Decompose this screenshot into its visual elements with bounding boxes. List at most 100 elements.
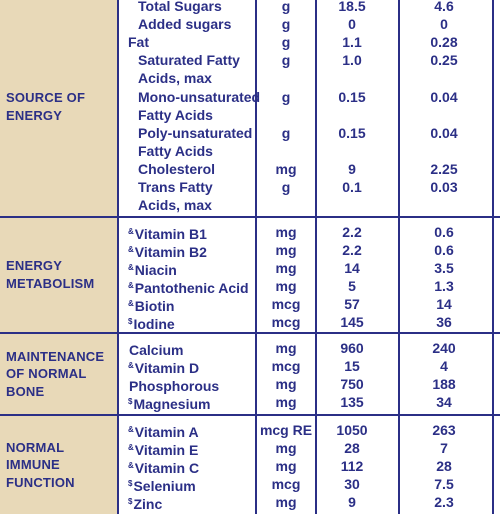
section-normal-immune-function: NORMAL IMMUNE FUNCTION &Vitamin A mcg RE… — [0, 414, 500, 514]
nutrient-name-text: Vitamin C — [134, 460, 200, 476]
value-per-100g: 18.5 — [338, 0, 366, 14]
value-per-serving: 263 — [432, 422, 456, 438]
value-per-100g: 750 — [340, 376, 364, 392]
category-label: NORMAL IMMUNE FUNCTION — [0, 416, 119, 514]
section-energy-metabolism: ENERGY METABOLISM &Vitamin B1 mg 2.2 0.6… — [0, 216, 500, 332]
value-per-serving: 1.3 — [434, 278, 454, 294]
category-line: ENERGY — [6, 258, 63, 274]
value-per-100g: 2.2 — [342, 242, 362, 258]
value-per-serving: 2.3 — [434, 494, 454, 510]
value-per-100g: 1050 — [336, 422, 368, 438]
value-per-serving: 0 — [440, 16, 448, 32]
category-label: ENERGY METABOLISM — [0, 218, 119, 332]
nutrient-name: Phosphorous — [128, 375, 219, 395]
footnote-mark: & — [128, 299, 134, 308]
column-divider — [315, 0, 317, 216]
footnote-mark: & — [128, 245, 134, 254]
column-divider — [255, 334, 257, 414]
value-per-100g: 145 — [340, 314, 364, 330]
value-per-100g: 9 — [348, 161, 356, 177]
nutrient-name-text: Iodine — [133, 316, 175, 332]
value-per-100g: 112 — [340, 458, 364, 474]
value-per-serving: 0.25 — [430, 52, 458, 68]
nutrient-name-text: Selenium — [133, 478, 196, 494]
nutrient-name-text: Niacin — [134, 262, 177, 278]
nutrient-name-text: Zinc — [133, 496, 163, 512]
value-per-100g: 0.15 — [338, 89, 366, 105]
value-per-100g: 0.1 — [342, 179, 362, 195]
footnote-mark: & — [128, 281, 134, 290]
footnote-mark: & — [128, 361, 134, 370]
value-per-serving: 0.28 — [430, 34, 458, 50]
category-line: FUNCTION — [6, 474, 75, 490]
value-per-serving: 36 — [436, 314, 452, 330]
nutrient-name: &Vitamin A — [128, 421, 199, 441]
value-per-100g: 57 — [344, 296, 360, 312]
value-per-serving: 14 — [436, 296, 452, 312]
nutrient-unit: mg — [275, 161, 297, 177]
nutrient-unit: mcg — [271, 314, 301, 330]
nutrient-name-line: Mono-unsaturated — [138, 89, 261, 105]
nutrient-unit: mg — [275, 394, 297, 410]
nutrient-name: Total Sugars — [138, 0, 222, 14]
value-per-100g: 135 — [340, 394, 364, 410]
nutrient-unit: g — [281, 0, 291, 14]
column-divider — [398, 334, 400, 414]
category-line: OF NORMAL BONE — [6, 366, 87, 399]
value-per-serving: 0.04 — [430, 89, 458, 105]
footnote-mark: $ — [128, 497, 133, 506]
value-per-serving: 4.6 — [434, 0, 454, 14]
footnote-mark: & — [128, 263, 134, 272]
nutrient-unit: g — [281, 89, 291, 105]
value-per-100g: 0.15 — [338, 125, 366, 141]
column-divider — [398, 416, 400, 514]
nutrient-unit: mcg — [271, 358, 301, 374]
category-label: SOURCE OF ENERGY — [0, 0, 119, 216]
column-divider — [492, 0, 494, 216]
nutrient-unit: mg — [275, 278, 297, 294]
nutrient-unit: mg — [275, 494, 297, 510]
value-per-serving: 0.03 — [430, 179, 458, 195]
nutrient-unit: g — [281, 52, 291, 68]
nutrient-name: &Vitamin D — [128, 357, 199, 377]
nutrient-unit: g — [281, 125, 291, 141]
nutrient-name: $Magnesium — [128, 393, 210, 413]
nutrient-name-line: Acids, max — [138, 70, 212, 86]
nutrient-unit: mcg — [271, 476, 301, 492]
nutrient-unit: mg — [275, 376, 297, 392]
nutrient-unit: mg — [275, 340, 297, 356]
nutrient-name-text: Vitamin E — [134, 442, 199, 458]
nutrient-name-line: Poly-unsaturated — [138, 125, 253, 141]
nutrient-name-text: Vitamin B2 — [134, 244, 207, 260]
nutrient-name: Mono-unsaturated Fatty Acids — [138, 88, 260, 124]
category-line: NORMAL IMMUNE — [6, 439, 65, 473]
nutrient-unit: mg — [275, 242, 297, 258]
value-per-100g: 14 — [344, 260, 360, 276]
value-per-100g: 0 — [348, 16, 356, 32]
nutrient-name-line: Fatty Acids — [138, 107, 213, 123]
column-divider — [315, 416, 317, 514]
value-per-100g: 9 — [348, 494, 356, 510]
value-per-100g: 5 — [348, 278, 356, 294]
category-label: MAINTENANCE OF NORMAL BONE — [0, 334, 119, 414]
value-per-100g: 15 — [344, 358, 360, 374]
value-per-serving: 0.6 — [434, 242, 454, 258]
value-per-serving: 188 — [432, 376, 456, 392]
category-line: METABOLISM — [6, 276, 95, 291]
column-divider — [255, 218, 257, 332]
nutrient-unit: mg — [275, 260, 297, 276]
column-divider — [492, 334, 494, 414]
nutrient-name: Saturated Fatty Acids, max — [138, 51, 240, 87]
nutrient-name: &Vitamin E — [128, 439, 198, 459]
column-divider — [398, 218, 400, 332]
nutrient-name-line: Saturated Fatty — [138, 52, 240, 68]
value-per-100g: 28 — [344, 440, 360, 456]
value-per-100g: 30 — [344, 476, 360, 492]
nutrient-unit: g — [281, 179, 291, 195]
nutrient-name: &Vitamin B1 — [128, 223, 207, 243]
value-per-serving: 4 — [440, 358, 448, 374]
column-divider — [255, 0, 257, 216]
footnote-mark: & — [128, 461, 134, 470]
value-per-serving: 34 — [436, 394, 452, 410]
